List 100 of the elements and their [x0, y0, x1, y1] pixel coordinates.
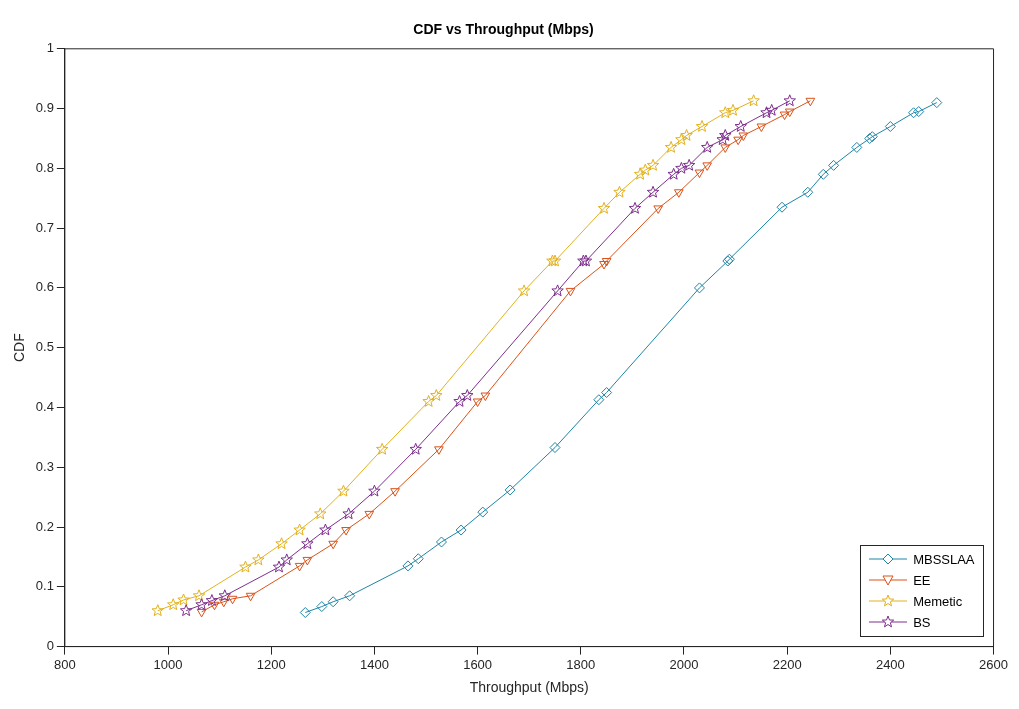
- point: [597, 201, 611, 214]
- point: [179, 604, 193, 617]
- x-tick-label: 2200: [772, 656, 802, 672]
- x-tick-label: 1600: [463, 656, 493, 672]
- point: [779, 111, 790, 121]
- point: [504, 484, 516, 496]
- point: [299, 607, 311, 619]
- point: [409, 442, 422, 455]
- point: [784, 108, 795, 118]
- point: [601, 258, 612, 267]
- point: [716, 133, 729, 146]
- point: [314, 507, 327, 520]
- point: [218, 589, 232, 602]
- point: [613, 185, 626, 198]
- point: [301, 537, 314, 550]
- point: [783, 94, 796, 107]
- x-axis-title: Throughput (Mbps): [469, 679, 589, 696]
- point: [364, 510, 375, 520]
- point: [319, 523, 332, 536]
- point: [628, 201, 642, 214]
- point: [517, 284, 531, 297]
- legend-label: BS: [913, 614, 931, 630]
- point: [293, 523, 306, 536]
- y-tick-label: 0.4: [35, 399, 54, 415]
- point: [402, 560, 414, 572]
- legend-label: EE: [913, 572, 931, 588]
- point: [851, 141, 863, 153]
- y-tick-label: 0.2: [35, 518, 54, 534]
- y-tick-label: 0.8: [35, 159, 54, 175]
- point: [908, 107, 920, 119]
- point: [436, 536, 447, 548]
- point: [252, 553, 265, 566]
- x-tick-label: 2600: [979, 656, 1008, 672]
- point: [674, 189, 684, 198]
- point: [726, 103, 740, 116]
- point: [599, 261, 609, 270]
- point: [593, 394, 605, 406]
- point: [675, 161, 688, 174]
- point: [327, 596, 339, 608]
- point: [280, 553, 293, 566]
- point: [177, 593, 190, 606]
- point: [412, 553, 424, 565]
- chart-title: CDF vs Throughput (Mbps): [413, 21, 594, 38]
- point: [461, 389, 474, 401]
- point: [151, 604, 164, 617]
- y-tick-label: 0.3: [35, 458, 54, 474]
- y-tick-label: 0.6: [35, 279, 54, 295]
- point: [720, 144, 731, 153]
- point: [294, 562, 305, 572]
- point: [694, 169, 705, 179]
- point: [337, 484, 350, 497]
- y-tick-label: 1: [46, 40, 54, 56]
- point: [601, 387, 613, 399]
- point: [472, 398, 483, 407]
- point: [828, 159, 840, 171]
- point: [434, 446, 444, 455]
- point: [430, 389, 443, 401]
- x-tick-label: 1400: [359, 656, 389, 672]
- point: [167, 598, 180, 611]
- point: [884, 121, 896, 133]
- point: [680, 128, 693, 141]
- point: [702, 162, 713, 171]
- point: [209, 601, 220, 611]
- point: [344, 590, 356, 602]
- point: [328, 540, 338, 550]
- point: [342, 507, 355, 520]
- x-tick-label: 2000: [669, 656, 699, 672]
- point: [227, 595, 238, 605]
- point: [196, 608, 207, 618]
- point: [776, 201, 788, 213]
- point: [802, 186, 814, 198]
- y-tick-label: 0.5: [35, 339, 54, 355]
- legend-label: MBSSLAA: [913, 551, 975, 567]
- point: [275, 537, 288, 550]
- point: [913, 106, 925, 118]
- x-tick-label: 1800: [566, 656, 596, 672]
- point: [455, 524, 467, 536]
- point: [675, 133, 688, 146]
- y-tick-label: 0.9: [35, 100, 54, 116]
- point: [422, 395, 435, 407]
- point: [667, 167, 680, 180]
- point: [218, 598, 229, 608]
- point: [817, 168, 829, 180]
- x-tick-label: 800: [54, 656, 76, 672]
- point: [646, 185, 660, 198]
- y-tick-label: 0: [46, 638, 54, 654]
- point: [664, 140, 678, 153]
- point: [719, 106, 732, 119]
- point: [931, 97, 943, 109]
- point: [245, 592, 256, 602]
- point: [480, 392, 491, 402]
- point: [695, 120, 709, 132]
- point: [653, 205, 664, 214]
- point: [368, 484, 381, 497]
- point: [805, 97, 816, 107]
- point: [646, 158, 660, 171]
- point: [239, 560, 252, 573]
- point: [719, 128, 732, 141]
- point: [760, 106, 773, 119]
- y-tick-label: 0.1: [35, 578, 54, 594]
